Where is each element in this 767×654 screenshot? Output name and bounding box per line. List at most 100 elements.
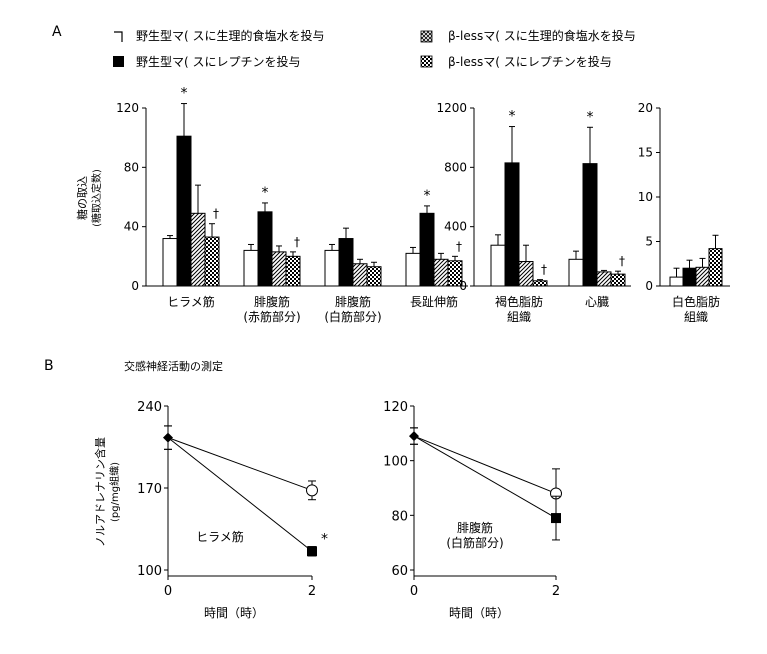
y-tick-label-bar-1-1: 400 — [444, 220, 467, 234]
series-line-0-1 — [167, 437, 313, 552]
annotation-bar-0-3: † — [294, 235, 300, 249]
annotation-line-0-0: * — [321, 531, 328, 547]
point-start-line-1 — [409, 431, 419, 442]
annotation-bar-0-5: † — [456, 239, 462, 253]
x-category-label-1-0: 褐色脂肪組織 — [495, 294, 543, 324]
annotation-bar-0-4: * — [424, 188, 431, 204]
legend-swatch-wild-leptin — [113, 56, 124, 67]
y-tick-label-bar-2-3: 15 — [638, 146, 653, 160]
bar-0-2-1 — [338, 238, 354, 287]
point-open-circle-0-1 — [306, 484, 318, 497]
x-category-label-0-1: 腓腹筋(赤筋部分) — [243, 294, 300, 324]
annotation-bar-1-0: * — [509, 109, 516, 125]
bar-1-0-1 — [504, 162, 520, 287]
bar-1-1-0 — [568, 258, 584, 287]
bar-0-0-3 — [204, 236, 220, 287]
y-tick-label-bar-0-1: 40 — [124, 220, 139, 234]
point-filled-square-0-1 — [307, 546, 317, 557]
bar-0-2-3 — [366, 266, 382, 287]
annotation-bar-1-3: † — [619, 254, 625, 268]
bar-1-0-0 — [490, 244, 506, 287]
y-tick-label-line-1-1: 80 — [391, 509, 408, 524]
ylabel-a-sub: (糖取込定数) — [90, 169, 103, 227]
chart-title-line-0: ヒラメ筋 — [196, 529, 244, 544]
y-tick-label-line-1-0: 60 — [391, 564, 408, 579]
bar-2-0-2 — [695, 266, 710, 287]
ylabel-a: 糖の取込 — [75, 176, 89, 220]
point-filled-square-1-1 — [551, 513, 561, 524]
legend-label-wild-leptin: 野生型マ( スにレプチンを投与 — [136, 54, 301, 69]
series-line-1-1 — [413, 435, 557, 519]
bar-0-0-2 — [190, 212, 206, 287]
panel-b-ylabel: ノルアドレナリン含量 (pg/mg組織) — [93, 437, 121, 547]
bar-0-0-0 — [162, 238, 178, 287]
bar-0-3-2 — [433, 258, 449, 287]
x-tick-label-line-0-0: 0 — [164, 584, 172, 599]
bar-1-1-2 — [596, 271, 612, 287]
legend-label-bless-leptin: β-lessマ( スにレプチンを投与 — [448, 54, 612, 69]
panel-label-a: A — [52, 24, 62, 40]
y-tick-label-line-0-0: 100 — [137, 564, 162, 579]
annotation-bar-1-1: † — [541, 263, 547, 277]
bar-0-3-1 — [419, 212, 435, 287]
bar-0-3-0 — [405, 252, 421, 287]
x-category-label-2-0: 白色脂肪組織 — [672, 294, 720, 324]
series-line-0-0 — [167, 437, 313, 491]
bar-0-1-3 — [285, 255, 301, 287]
legend-label-wild-saline: 野生型マ( スに生理的食塩水を投与 — [136, 28, 325, 43]
panel-a-ylabel: 糖の取込 (糖取込定数) — [75, 169, 103, 227]
y-tick-label-line-1-3: 120 — [383, 400, 408, 415]
bar-0-1-0 — [243, 249, 259, 287]
y-tick-label-bar-0-0: 0 — [131, 279, 139, 293]
legend: 野生型マ( スに生理的食塩水を投与 β-lessマ( スに生理的食塩水を投与 野… — [113, 28, 636, 69]
bar-1-1-1 — [582, 163, 598, 287]
x-category-label-0-3: 長趾伸筋 — [410, 294, 458, 309]
y-tick-label-bar-2-4: 20 — [638, 101, 653, 115]
y-tick-label-bar-2-0: 0 — [645, 279, 653, 293]
annotation-bar-0-0: * — [181, 86, 188, 102]
bar-0-2-2 — [352, 263, 368, 287]
series-line-1-0 — [413, 435, 557, 494]
bar-0-2-0 — [324, 249, 340, 287]
x-tick-label-line-1-1: 2 — [552, 584, 560, 599]
y-tick-label-bar-2-1: 5 — [645, 235, 653, 249]
bar-0-1-1 — [257, 211, 273, 287]
y-tick-label-line-1-2: 100 — [383, 455, 408, 470]
ylabel-b: ノルアドレナリン含量 — [93, 437, 107, 547]
x-axis-label-line-0: 時間（時） — [204, 606, 264, 620]
bar-0-0-1 — [176, 135, 192, 287]
panel-label-b: B — [44, 358, 54, 374]
x-category-label-1-1: 心臓 — [585, 295, 609, 309]
ylabel-b-sub: (pg/mg組織) — [108, 462, 121, 522]
bar-2-0-0 — [669, 276, 684, 287]
x-category-label-0-0: ヒラメ筋 — [167, 294, 215, 309]
bar-0-1-2 — [271, 251, 287, 287]
bar-2-0-3 — [708, 248, 723, 287]
bar-1-0-2 — [518, 261, 534, 287]
x-tick-label-line-1-0: 0 — [410, 584, 418, 599]
y-tick-label-bar-1-0: 0 — [459, 279, 467, 293]
y-tick-label-bar-0-2: 80 — [124, 160, 139, 174]
annotation-bar-0-2: * — [262, 185, 269, 201]
point-start-line-0 — [163, 432, 173, 443]
y-tick-label-bar-1-2: 800 — [444, 160, 467, 174]
annotation-bar-1-2: * — [587, 109, 594, 125]
y-tick-label-line-0-1: 170 — [137, 482, 162, 497]
y-tick-label-bar-1-3: 1200 — [436, 101, 467, 115]
bar-1-0-3 — [532, 280, 548, 287]
section-b-title: 交感神経活動の測定 — [124, 359, 223, 373]
chart-title-line-1: 腓腹筋(白筋部分) — [446, 520, 503, 550]
bar-1-1-3 — [610, 273, 626, 287]
charts-layer: 0 40 80 120 ヒラメ筋 腓腹筋(赤筋部分) 腓腹筋(白筋部分) 長趾伸筋 * † * † * †… — [116, 86, 730, 620]
y-tick-label-bar-2-2: 10 — [638, 190, 653, 204]
y-tick-label-line-0-2: 240 — [137, 400, 162, 415]
x-axis-label-line-1: 時間（時） — [449, 606, 509, 620]
legend-swatch-bless-leptin — [420, 55, 433, 68]
legend-swatch-bless-saline — [420, 30, 433, 43]
annotation-bar-0-1: † — [213, 207, 219, 221]
x-category-label-0-2: 腓腹筋(白筋部分) — [324, 294, 381, 324]
legend-label-bless-saline: β-lessマ( スに生理的食塩水を投与 — [448, 28, 636, 43]
legend-swatch-wild-saline — [114, 31, 123, 42]
x-tick-label-line-0-1: 2 — [308, 584, 316, 599]
